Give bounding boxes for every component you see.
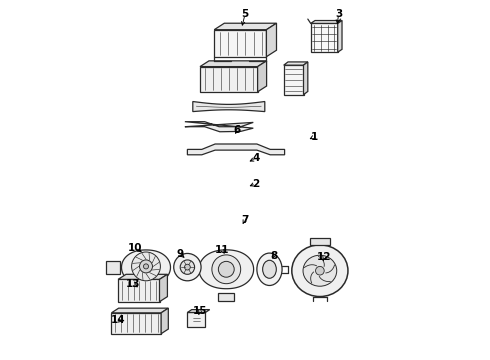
Text: 2: 2	[252, 179, 259, 189]
Polygon shape	[311, 23, 338, 52]
Ellipse shape	[257, 253, 282, 285]
Polygon shape	[185, 122, 253, 132]
Polygon shape	[111, 308, 169, 313]
Circle shape	[185, 264, 190, 270]
Text: 14: 14	[111, 315, 125, 325]
Polygon shape	[161, 308, 169, 334]
Bar	[310, 238, 330, 245]
Ellipse shape	[263, 260, 276, 278]
Text: 13: 13	[126, 279, 141, 289]
Polygon shape	[200, 61, 267, 67]
Polygon shape	[187, 144, 285, 155]
Polygon shape	[187, 312, 205, 327]
Polygon shape	[311, 21, 342, 23]
Text: 15: 15	[193, 306, 207, 316]
Text: 10: 10	[128, 243, 143, 253]
Polygon shape	[214, 23, 276, 30]
Bar	[219, 293, 234, 301]
Text: 1: 1	[311, 132, 318, 142]
Circle shape	[132, 252, 160, 281]
Polygon shape	[258, 61, 267, 92]
Text: 6: 6	[233, 125, 241, 135]
Ellipse shape	[303, 255, 337, 286]
Ellipse shape	[292, 245, 348, 297]
Polygon shape	[200, 67, 258, 92]
Polygon shape	[118, 279, 160, 302]
Polygon shape	[338, 21, 342, 52]
Polygon shape	[122, 250, 171, 285]
Polygon shape	[303, 62, 308, 95]
Circle shape	[212, 255, 241, 284]
Polygon shape	[199, 250, 254, 289]
Polygon shape	[284, 62, 308, 65]
Circle shape	[316, 266, 324, 275]
Circle shape	[180, 260, 195, 274]
Text: 3: 3	[335, 9, 342, 19]
Polygon shape	[160, 274, 168, 302]
Text: 9: 9	[176, 249, 184, 259]
Polygon shape	[267, 23, 276, 57]
Text: 5: 5	[242, 9, 248, 19]
Polygon shape	[118, 274, 168, 279]
Text: 12: 12	[317, 252, 331, 262]
Text: 7: 7	[241, 215, 249, 225]
Circle shape	[174, 253, 201, 281]
Circle shape	[140, 260, 152, 273]
Text: 4: 4	[252, 153, 260, 163]
Polygon shape	[111, 313, 161, 334]
Text: 8: 8	[270, 251, 277, 261]
Polygon shape	[193, 102, 265, 112]
Polygon shape	[106, 261, 120, 274]
Circle shape	[219, 261, 234, 277]
Polygon shape	[284, 65, 303, 95]
Polygon shape	[187, 310, 210, 312]
Circle shape	[144, 264, 148, 269]
Polygon shape	[214, 30, 267, 57]
Text: 11: 11	[215, 245, 230, 255]
